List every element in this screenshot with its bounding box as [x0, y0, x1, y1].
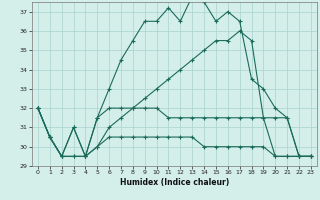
X-axis label: Humidex (Indice chaleur): Humidex (Indice chaleur): [120, 178, 229, 187]
